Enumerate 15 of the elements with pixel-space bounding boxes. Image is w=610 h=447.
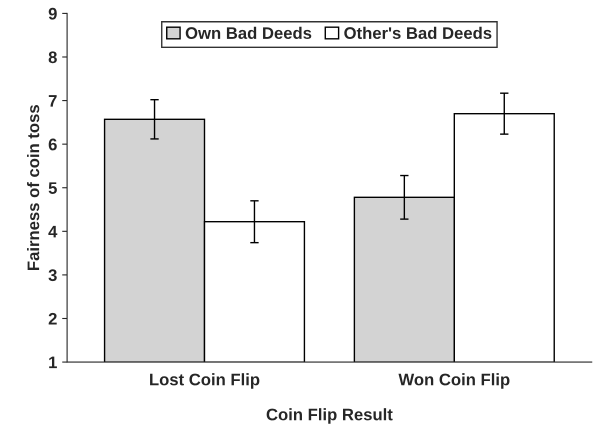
x-axis-title: Coin Flip Result	[266, 408, 393, 424]
y-tick-label: 1	[49, 356, 57, 368]
y-tick-label: 5	[48, 182, 57, 194]
y-tick-label: 6	[48, 138, 57, 150]
y-tick-label: 4	[48, 226, 58, 238]
y-tick-label: 9	[48, 8, 57, 20]
legend-label: Own Bad Deeds	[186, 26, 312, 39]
x-tick-label: Lost Coin Flip	[150, 373, 260, 389]
y-tick-label: 8	[48, 51, 57, 64]
y-tick-label: 7	[48, 95, 57, 107]
x-tick-label: Won Coin Flip	[398, 373, 510, 389]
y-tick-label: 2	[48, 312, 57, 325]
y-tick-label: 3	[48, 269, 57, 282]
y-axis-title: Fairness of coin toss	[27, 105, 40, 270]
legend-label: Other's Bad Deeds	[344, 26, 492, 39]
